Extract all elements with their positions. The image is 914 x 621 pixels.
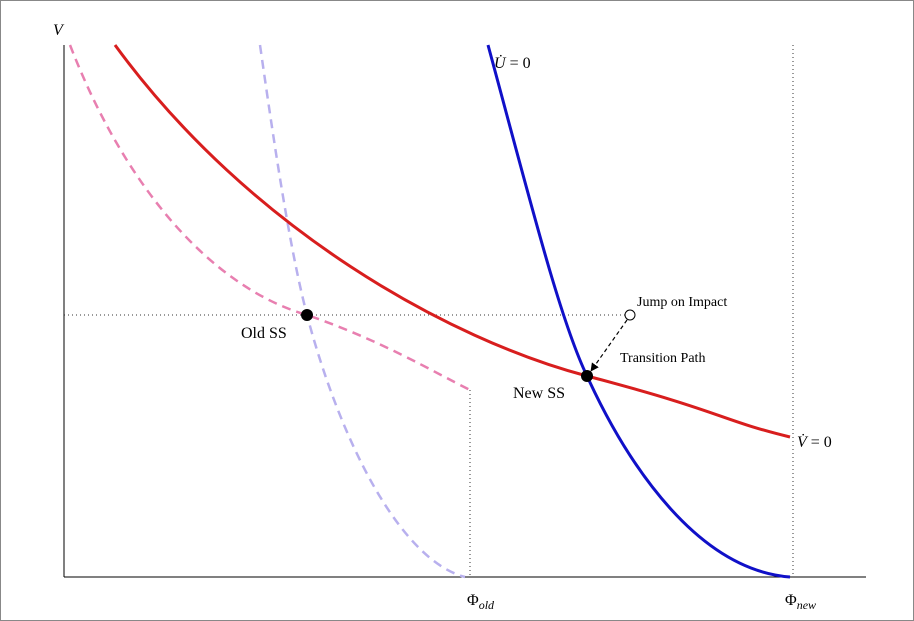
jump-point [624,309,636,321]
y-axis-label: V [53,22,65,39]
x-tick-label: Φold [467,592,495,612]
tick-symbol: Φ [467,592,479,609]
transition-arrow [590,319,628,372]
tick-subscript: old [479,598,495,612]
v-dot-equation: = 0 [811,434,832,451]
v-dot-curve [113,44,791,439]
v-dot-label: V̇ = 0 [797,434,832,451]
tick-subscript: new [797,598,816,612]
new-ss-point [581,370,593,382]
x-tick-label: Φnew [785,592,816,612]
old-ss-point [301,309,313,321]
v-dot-letter: V̇ [797,434,809,451]
old-v-curve [68,44,471,392]
old-ss-label: Old SS [241,325,287,342]
new-ss-label: New SS [513,385,565,402]
u-dot-letter: U̇ [494,55,507,72]
u-dot-label: U̇ = 0 [494,55,531,72]
tick-symbol: Φ [785,592,797,609]
u-dot-equation: = 0 [510,55,531,72]
jump-label: Jump on Impact [637,295,727,310]
transition-label: Transition Path [620,351,705,366]
